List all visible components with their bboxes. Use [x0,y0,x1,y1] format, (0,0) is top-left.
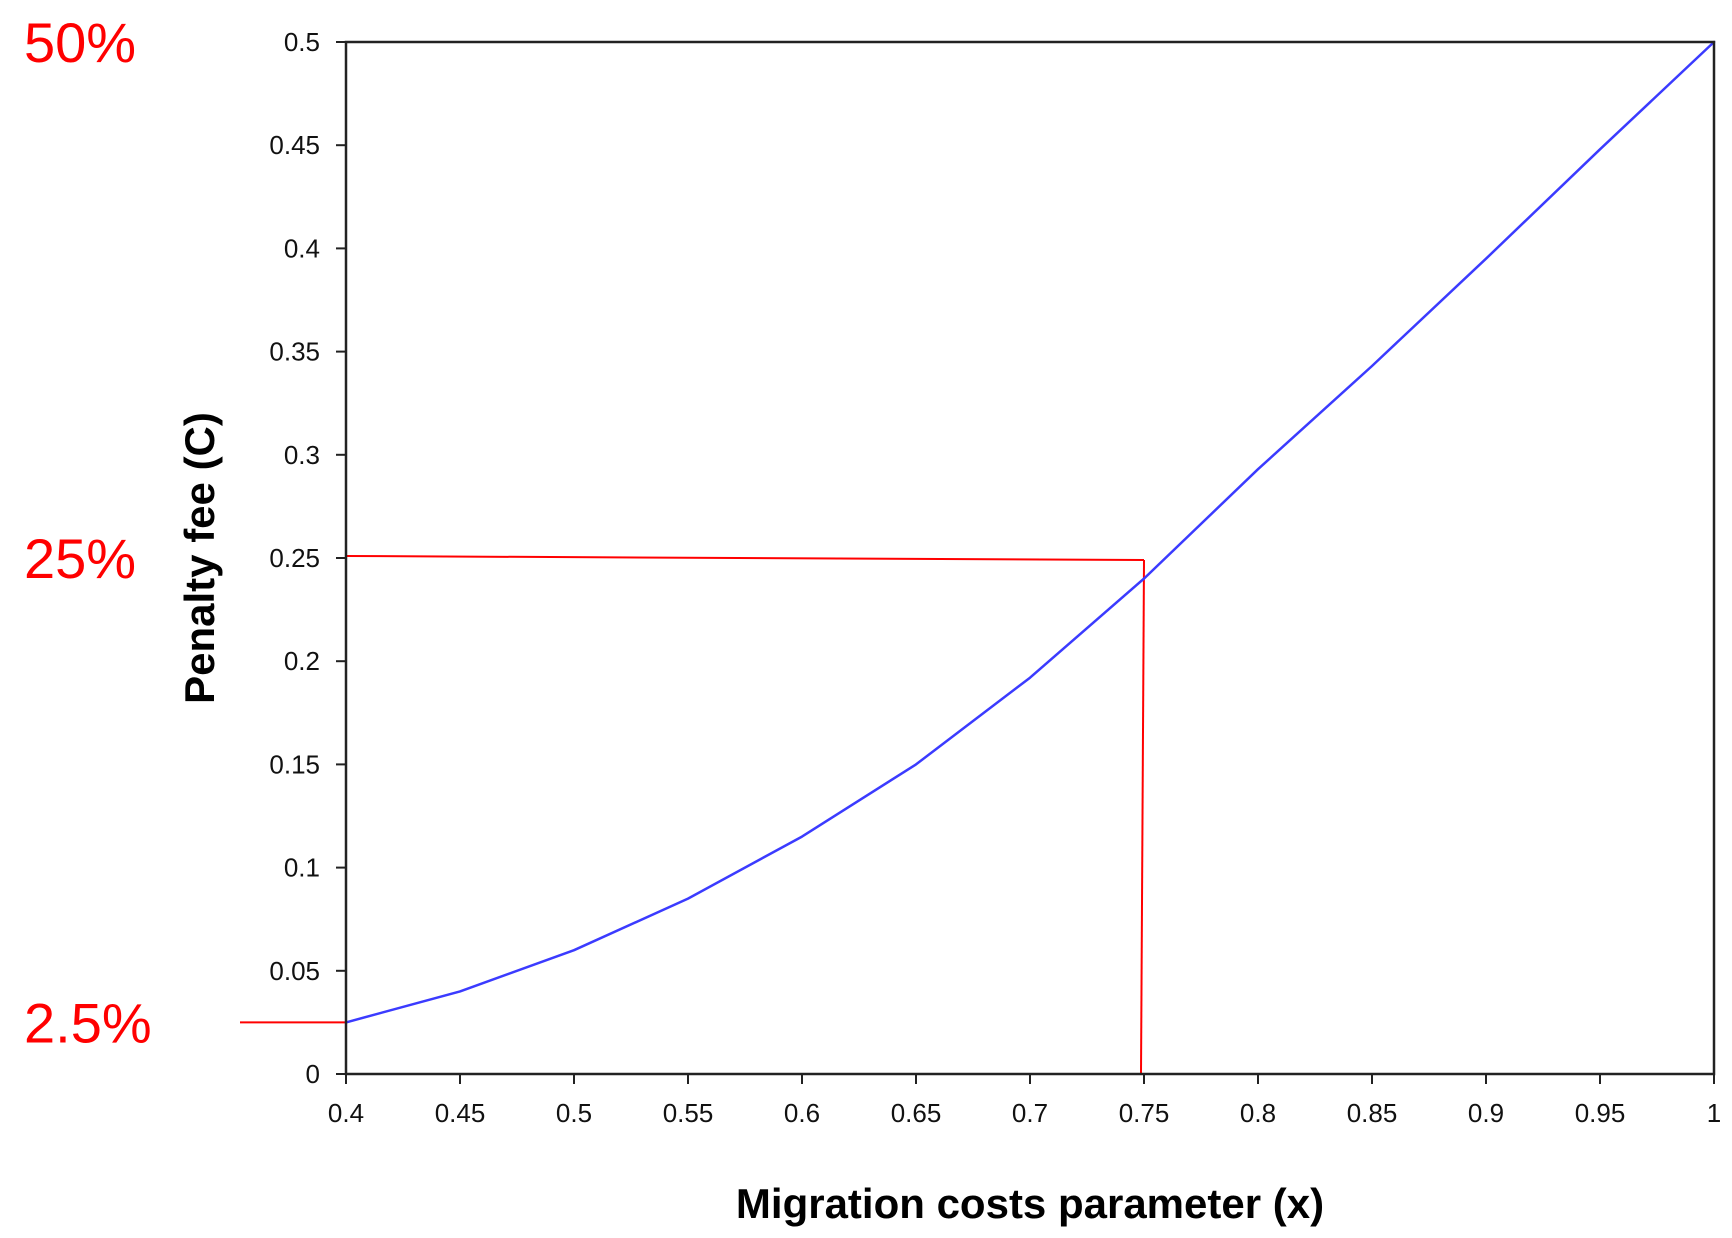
annotation-label: 25% [24,527,136,590]
y-tick-label: 0.25 [269,543,320,573]
x-tick-label: 0.55 [663,1098,714,1128]
x-tick-label: 0.75 [1119,1098,1170,1128]
annotation-guides [240,555,1145,1075]
guide-horizontal-line [345,555,1145,561]
y-tick-label: 0.4 [284,233,320,263]
x-tick-label: 0.95 [1575,1098,1626,1128]
y-axis-title: Penalty fee (C) [176,412,223,704]
y-tick-label: 0.3 [284,440,320,470]
x-tick-label: 0.5 [556,1098,592,1128]
x-axis-ticks: 0.4 0.45 0.5 0.55 0.6 0.65 0.7 0.75 0.8 0.85 0.9 0.… [328,1074,1721,1128]
x-tick-label: 0.85 [1347,1098,1398,1128]
x-axis-title: Migration costs parameter (x) [736,1180,1324,1227]
guide-vertical-line [1140,559,1145,1075]
x-tick-label: 0.8 [1240,1098,1276,1128]
x-tick-label: 0.6 [784,1098,820,1128]
y-tick-label: 0.45 [269,130,320,160]
x-tick-label: 0.65 [891,1098,942,1128]
data-series [344,40,1716,1024]
x-tick-label: 0.9 [1468,1098,1504,1128]
annotation-label: 50% [24,11,136,74]
y-tick-label: 0 [306,1059,320,1089]
annotation-label: 2.5% [24,991,152,1054]
x-tick-label: 0.4 [328,1098,364,1128]
y-tick-label: 0.2 [284,646,320,676]
y-tick-label: 0.35 [269,337,320,367]
y-tick-label: 0.15 [269,749,320,779]
y-axis-ticks: 0 0.05 0.1 0.15 0.2 0.25 0.3 0.35 0.4 0.45 0.5 [269,27,346,1089]
series-line-0 [344,40,1716,1024]
y-tick-label: 0.1 [284,853,320,883]
x-tick-label: 1 [1707,1098,1721,1128]
x-tick-label: 0.7 [1012,1098,1048,1128]
y-tick-label: 0.05 [269,956,320,986]
y-tick-label: 0.5 [284,27,320,57]
annotation-labels: 50% 25% 2.5% [24,11,152,1054]
x-tick-label: 0.45 [435,1098,486,1128]
